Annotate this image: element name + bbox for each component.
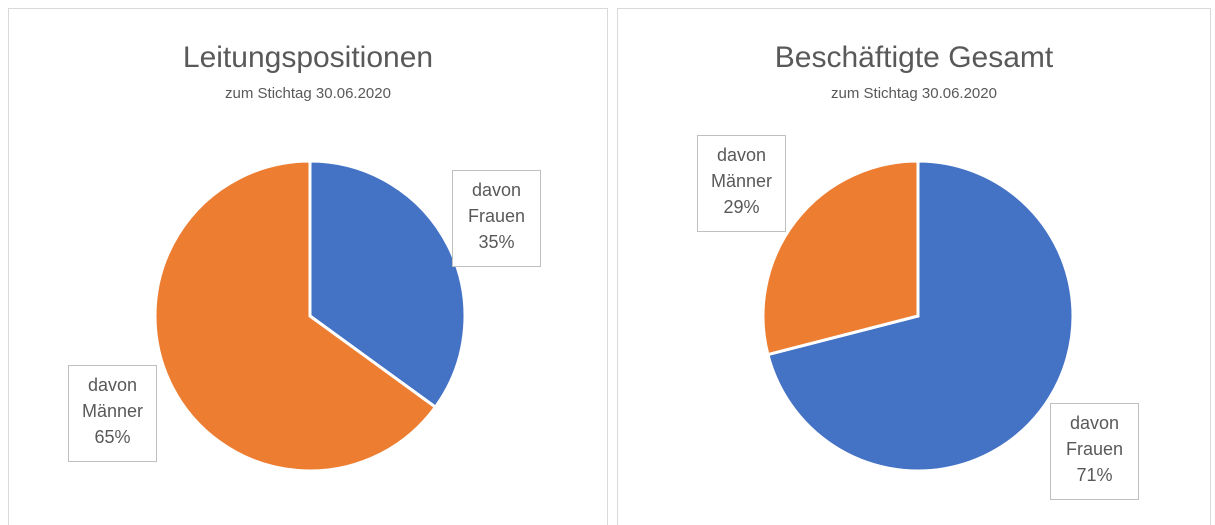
chart-subtitle: zum Stichtag 30.06.2020 — [225, 85, 391, 102]
chart-title: Leitungspositionen — [182, 41, 434, 74]
label-category: davon Männer — [81, 375, 144, 421]
label-value: 29% — [723, 197, 760, 217]
label-category: davon Frauen — [467, 180, 526, 226]
label-value: 35% — [478, 232, 515, 252]
chart-subtitle: zum Stichtag 30.06.2020 — [831, 85, 997, 102]
data-label: davon Frauen 71% — [1050, 403, 1139, 500]
label-category: davon Männer — [710, 145, 773, 191]
label-value: 71% — [1076, 465, 1113, 485]
pie-slice — [761, 159, 920, 357]
data-label: davon Männer 29% — [697, 135, 786, 232]
pie-slice — [308, 159, 467, 410]
data-label: davon Frauen 35% — [452, 170, 541, 267]
label-category: davon Frauen — [1065, 413, 1124, 459]
data-label: davon Männer 65% — [68, 365, 157, 462]
label-value: 65% — [94, 427, 131, 447]
pie-slice — [766, 159, 1075, 473]
chart-title: Beschäftigte Gesamt — [774, 41, 1054, 74]
pie-slice — [153, 159, 438, 473]
